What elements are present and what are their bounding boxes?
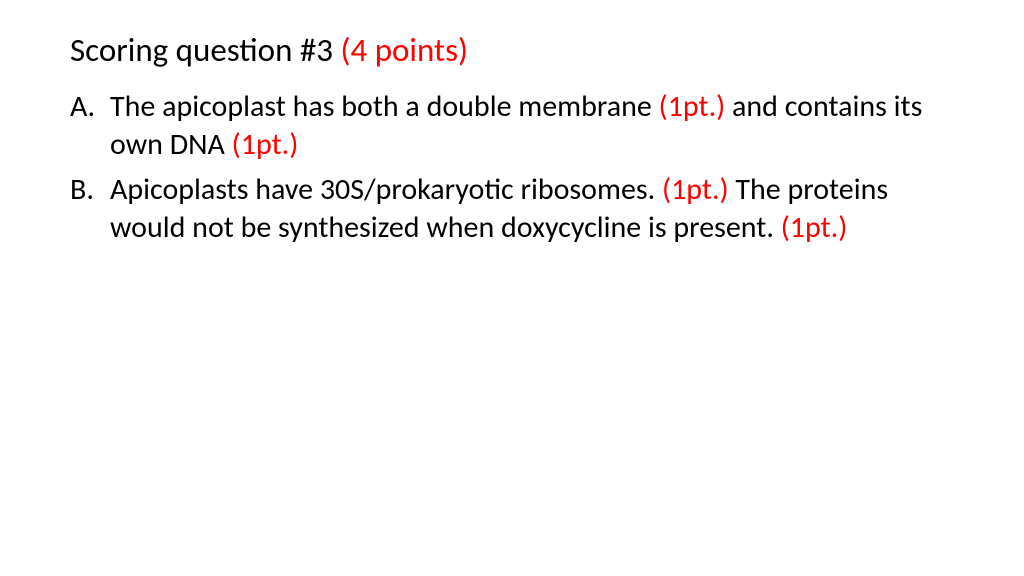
item-marker: A. <box>70 88 110 163</box>
title-text: Scoring question #3 <box>70 30 341 70</box>
item-marker: B. <box>70 171 110 246</box>
list-item: A. The apicoplast has both a double memb… <box>70 88 954 163</box>
answer-list: A. The apicoplast has both a double memb… <box>70 88 954 246</box>
item-body: The apicoplast has both a double membran… <box>110 88 954 163</box>
slide-title: Scoring question #3 (4 points) <box>70 30 954 70</box>
segment: The apicoplast has both a double membran… <box>110 88 659 125</box>
segment: Apicoplasts have 30S/prokaryotic ribosom… <box>110 171 662 208</box>
point-annotation: (1pt.) <box>659 88 726 125</box>
point-annotation: (1pt.) <box>662 171 729 208</box>
list-item: B. Apicoplasts have 30S/prokaryotic ribo… <box>70 171 954 246</box>
item-body: Apicoplasts have 30S/prokaryotic ribosom… <box>110 171 954 246</box>
title-points: (4 points) <box>341 30 469 70</box>
slide: Scoring question #3 (4 points) A. The ap… <box>0 0 1024 576</box>
point-annotation: (1pt.) <box>232 126 299 163</box>
point-annotation: (1pt.) <box>781 209 848 246</box>
